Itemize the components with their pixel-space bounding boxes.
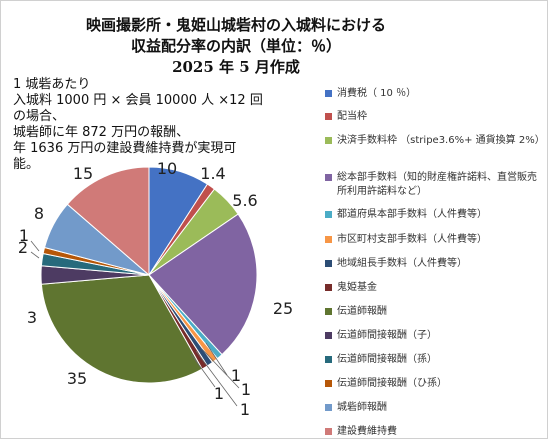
- leader-lines: [30, 240, 240, 407]
- legend-label: 総本部手数料（知的財産権許諾料、直営販売所利用許諾料など）: [337, 172, 537, 197]
- data-label: 35: [67, 369, 87, 388]
- legend-swatch: [325, 90, 332, 97]
- legend-label: 消費税（ 10 ％）: [337, 88, 417, 99]
- data-label: 1: [231, 366, 241, 385]
- data-label: 15: [73, 164, 93, 183]
- pie-slices: [40, 166, 258, 384]
- annotation-text: 1 城砦あたり 入城料 1000 円 × 会員 10000 人 ×12 回 の場…: [13, 77, 263, 173]
- data-label: 10: [157, 159, 177, 178]
- legend-item: 総本部手数料（知的財産権許諾料、直営販売所利用許諾料など）: [325, 171, 543, 199]
- legend-swatch: [325, 404, 332, 411]
- legend-item: 消費税（ 10 ％）: [325, 87, 543, 101]
- legend-item: 決済手数料枠 （stripe3.6%+ 通貨換算 2%）: [325, 134, 545, 148]
- data-label: 25: [273, 299, 293, 318]
- legend-label: 城砦師報酬: [337, 402, 387, 413]
- legend-swatch: [325, 260, 332, 267]
- legend-item: 都道府県本部手数料（人件費等）: [325, 208, 543, 222]
- legend-swatch: [325, 113, 332, 120]
- data-label: 1: [214, 384, 224, 403]
- legend-swatch: [325, 137, 332, 144]
- chart-title: 映画撮影所・鬼姫山城砦村の入城料における 収益配分率の内訳（単位：％） 2025…: [41, 15, 431, 78]
- legend-label: 鬼姫基金: [337, 282, 377, 293]
- legend-swatch: [325, 284, 332, 291]
- legend-label: 地域組長手数料（人件費等）: [337, 258, 467, 269]
- legend-label: 市区町村支部手数料（人件費等）: [337, 234, 487, 245]
- legend-swatch: [325, 356, 332, 363]
- data-label: 3: [27, 308, 37, 327]
- chart-subtitle-date: 2025 年 5 月作成: [172, 58, 300, 76]
- legend-item: 伝道師間接報酬（子）: [325, 329, 543, 343]
- data-label: 1.4: [200, 164, 225, 183]
- legend-item: 地域組長手数料（人件費等）: [325, 257, 543, 271]
- legend-swatch: [325, 211, 332, 218]
- data-label: 8: [34, 204, 44, 223]
- annotation-line: 年 1636 万円の建設費維持費が実現可: [13, 141, 237, 156]
- leader-line: [195, 350, 238, 407]
- legend-swatch: [325, 236, 332, 243]
- legend-item: 鬼姫基金: [325, 281, 543, 295]
- legend-label: 伝道師間接報酬（孫）: [337, 354, 437, 365]
- legend-item: 伝道師間接報酬（孫）: [325, 353, 543, 367]
- legend-item: 建設費維持費: [325, 425, 543, 439]
- legend-label: 配当枠: [337, 111, 367, 122]
- legend-item: 伝道師報酬: [325, 305, 543, 319]
- leader-line: [30, 251, 40, 259]
- chart-title-line: 映画撮影所・鬼姫山城砦村の入城料における: [85, 16, 386, 34]
- leader-line: [190, 353, 216, 388]
- leader-line: [205, 342, 228, 376]
- data-label: 5.6: [232, 191, 257, 210]
- annotation-line: の場合、: [13, 109, 66, 124]
- chart-title-line: 収益配分率の内訳（単位：％）: [130, 37, 341, 55]
- legend-label: 伝道師報酬: [337, 306, 387, 317]
- legend-swatch: [325, 380, 332, 387]
- legend-item: 城砦師報酬: [325, 401, 543, 415]
- annotation-line: 能。: [13, 157, 40, 172]
- leader-line: [30, 240, 40, 252]
- legend-label: 決済手数料枠 （stripe3.6%+ 通貨換算 2%）: [337, 135, 545, 146]
- legend-swatch: [325, 428, 332, 435]
- annotation-line: 入城料 1000 円 × 会員 10000 人 ×12 回: [13, 93, 263, 108]
- leader-line: [200, 347, 240, 389]
- legend-item: 伝道師間接報酬（ひ孫）: [325, 377, 543, 391]
- pie-slice: [66, 166, 150, 277]
- data-label: 2: [18, 238, 28, 257]
- annotation-line: 城砦師に年 872 万円の報酬、: [13, 125, 190, 140]
- legend-label: 伝道師間接報酬（ひ孫）: [337, 378, 447, 389]
- annotation-line: 1 城砦あたり: [13, 77, 91, 92]
- pie-slice: [148, 213, 258, 356]
- legend-swatch: [325, 332, 332, 339]
- data-label: 1: [19, 226, 29, 245]
- data-label: 1: [241, 380, 251, 399]
- legend-item: 市区町村支部手数料（人件費等）: [325, 233, 543, 247]
- legend-label: 伝道師間接報酬（子）: [337, 330, 437, 341]
- pie-slice: [40, 274, 203, 384]
- data-label: 1: [240, 400, 250, 419]
- legend-swatch: [325, 308, 332, 315]
- legend-label: 都道府県本部手数料（人件費等）: [337, 209, 487, 220]
- legend-label: 建設費維持費: [337, 426, 397, 437]
- legend-item: 配当枠: [325, 110, 543, 124]
- legend-swatch: [325, 174, 332, 181]
